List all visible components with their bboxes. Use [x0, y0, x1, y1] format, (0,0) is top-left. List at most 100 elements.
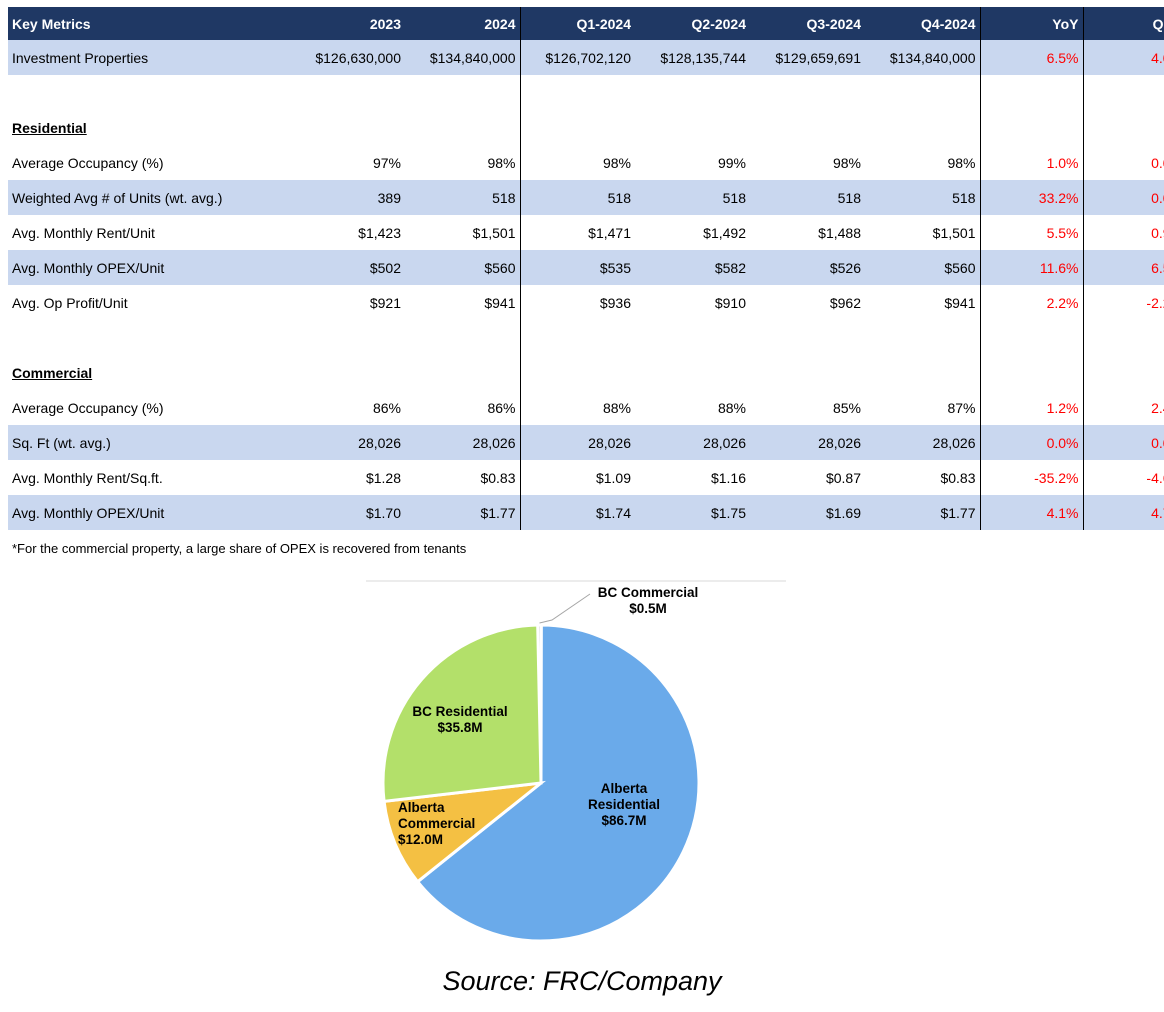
yoy-cell: 4.1% [980, 495, 1084, 530]
value-cell: 98% [602, 154, 631, 171]
section-title: Commercial [12, 364, 93, 381]
table-row: Sq. Ft (wt. avg.) 28,026 28,026 28,026 28,02… [8, 425, 1164, 460]
qoq-cell: -4.6% [1146, 469, 1164, 486]
pie-slices [381, 623, 701, 943]
table-row: Avg. Monthly OPEX/Unit $1.70 $1.77 $1.74 $1.… [8, 495, 1164, 530]
value-cell: $1.70 [290, 495, 405, 530]
pie-labels: BC Commercial $0.5M Alberta Residential $86.… [398, 585, 698, 847]
pie-slice-label: BC Residential $35.8M [412, 704, 507, 735]
pie-slice-label: Alberta Commercial $12.0M [398, 800, 475, 847]
header-cell: Q1-2024 [520, 7, 635, 40]
value-cell: $0.83 [865, 460, 981, 495]
pie-slice-label: BC Commercial $0.5M [598, 585, 699, 616]
pie-label-line: BC Residential [412, 704, 507, 719]
empty-cell [1083, 75, 1164, 110]
table-row: Weighted Avg # of Units (wt. avg.) 389 518… [8, 180, 1164, 215]
empty-cell [635, 355, 750, 390]
value-cell: 88% [602, 399, 631, 416]
empty-cell [980, 320, 1084, 355]
empty-cell [750, 110, 865, 145]
value-cell: $1,423 [358, 224, 401, 241]
row-label: Avg. Monthly Rent/Unit [12, 224, 155, 241]
empty-cell [290, 320, 405, 355]
row-label: Avg. Monthly OPEX/Unit [8, 250, 290, 285]
qoq-cell: 0.9% [1151, 224, 1164, 241]
empty-cell [520, 320, 635, 355]
value-cell: $502 [290, 250, 405, 285]
value-cell: 28,026 [635, 425, 750, 460]
value-cell: $1.09 [595, 469, 631, 486]
value-cell: $1.16 [710, 469, 746, 486]
empty-cell [865, 320, 981, 355]
pie-label-line: $35.8M [437, 720, 482, 735]
pie-label-line: Alberta [601, 781, 648, 796]
empty-cell [980, 75, 1084, 110]
empty-cell [1083, 355, 1164, 390]
value-cell: 389 [290, 180, 405, 215]
empty-cell [635, 110, 750, 145]
row-label: Sq. Ft (wt. avg.) [8, 425, 290, 460]
yoy-cell: 33.2% [980, 180, 1084, 215]
empty-cell [635, 320, 750, 355]
qoq-cell: 6.5% [1083, 250, 1164, 285]
empty-cell [750, 355, 865, 390]
empty-cell [520, 110, 635, 145]
value-cell: 88% [717, 399, 746, 416]
value-cell: $1,488 [818, 224, 861, 241]
section-residential: Residential [8, 110, 1164, 145]
empty-cell [1083, 110, 1164, 145]
table-row: Investment Properties $126,630,000 $134,84… [8, 40, 1164, 75]
value-cell: 28,026 [520, 425, 635, 460]
empty-cell [865, 110, 981, 145]
value-cell: $126,702,120 [520, 40, 635, 75]
value-cell: $936 [599, 294, 631, 311]
value-cell: 28,026 [865, 425, 981, 460]
value-cell: 28,026 [750, 425, 865, 460]
yoy-cell: 1.2% [980, 390, 1084, 425]
pie-label-line: BC Commercial [598, 585, 699, 600]
empty-cell [405, 320, 521, 355]
spacer-row [8, 75, 1164, 110]
value-cell: 518 [635, 180, 750, 215]
pie-slice-label: Alberta Residential $86.7M [588, 781, 660, 828]
empty-cell [8, 320, 290, 355]
value-cell: $941 [865, 285, 981, 320]
empty-cell [980, 355, 1084, 390]
header-cell: QoQ [1083, 7, 1164, 40]
pie-chart: BC Commercial $0.5M Alberta Residential $86.… [366, 580, 786, 943]
value-cell: $134,840,000 [865, 40, 981, 75]
value-cell: $535 [520, 250, 635, 285]
leader-line [539, 593, 591, 624]
row-label: Weighted Avg # of Units (wt. avg.) [8, 180, 290, 215]
table-row: Avg. Op Profit/Unit $921 $941 $936 $910 $962 $… [8, 285, 1164, 320]
value-cell: $129,659,691 [750, 40, 865, 75]
empty-cell [520, 355, 635, 390]
key-metrics-table: Key Metrics 2023 2024 Q1-2024 Q2-2024 Q3… [8, 7, 1164, 530]
pie-slice [415, 623, 701, 943]
empty-cell [405, 75, 521, 110]
table-row: Average Occupancy (%) 86% 86% 88% 88% 85% 87% 1… [8, 390, 1164, 425]
header-cell: Q2-2024 [635, 7, 750, 40]
empty-cell [405, 355, 521, 390]
pie-slice [381, 623, 543, 804]
empty-cell [520, 75, 635, 110]
qoq-cell: 0.0% [1083, 180, 1164, 215]
empty-cell [290, 110, 405, 145]
yoy-cell: 11.6% [980, 250, 1084, 285]
value-cell: $962 [829, 294, 861, 311]
value-cell: $1,501 [405, 215, 521, 250]
value-cell: 28,026 [290, 425, 405, 460]
yoy-cell: 2.2% [980, 285, 1084, 320]
value-cell: $1,471 [588, 224, 631, 241]
value-cell: $1.75 [635, 495, 750, 530]
empty-cell [635, 75, 750, 110]
value-cell: 86% [372, 399, 401, 416]
table-header-row: Key Metrics 2023 2024 Q1-2024 Q2-2024 Q3… [8, 7, 1164, 40]
row-label: Avg. Monthly OPEX/Unit [8, 495, 290, 530]
qoq-cell: 2.4% [1151, 399, 1164, 416]
value-cell: $1,492 [703, 224, 746, 241]
value-cell: $1.69 [750, 495, 865, 530]
qoq-cell: 0.0% [1083, 425, 1164, 460]
header-cell: 2023 [290, 7, 405, 40]
value-cell: $941 [405, 285, 521, 320]
